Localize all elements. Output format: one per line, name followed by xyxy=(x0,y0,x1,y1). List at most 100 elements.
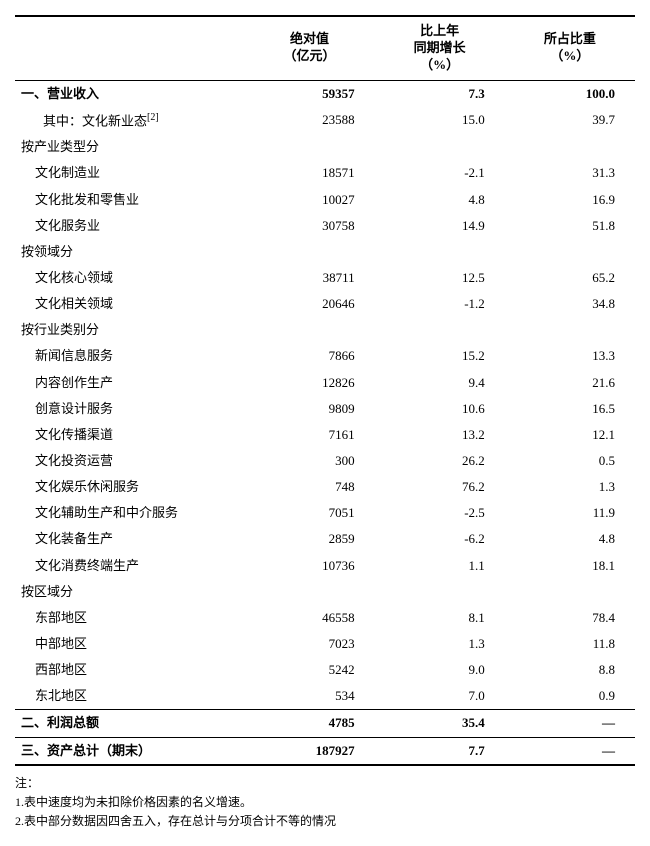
row-value-2: 8.1 xyxy=(375,605,505,631)
row-value-3: 11.9 xyxy=(505,500,635,526)
row-value-2: -6.2 xyxy=(375,526,505,552)
table-row: 文化投资运营30026.20.5 xyxy=(15,448,635,474)
table-row: 文化相关领域20646-1.234.8 xyxy=(15,291,635,317)
row-value-2: 9.0 xyxy=(375,657,505,683)
row-value-3: 34.8 xyxy=(505,291,635,317)
row-value-3: 16.9 xyxy=(505,187,635,213)
header-col1-line1: 绝对值 xyxy=(290,31,329,46)
row-value-2: 76.2 xyxy=(375,474,505,500)
row-value-1: 7161 xyxy=(244,422,374,448)
row-value-3: 13.3 xyxy=(505,343,635,369)
row-value-3 xyxy=(505,134,635,160)
row-value-1: 7051 xyxy=(244,500,374,526)
table-row: 二、利润总额478535.4— xyxy=(15,710,635,737)
row-label: 按产业类型分 xyxy=(15,134,244,160)
table-row: 新闻信息服务786615.213.3 xyxy=(15,343,635,369)
row-value-1: 7023 xyxy=(244,631,374,657)
row-value-1 xyxy=(244,317,374,343)
header-col3-line2: （%） xyxy=(550,48,589,63)
row-value-2 xyxy=(375,134,505,160)
row-value-3: 18.1 xyxy=(505,553,635,579)
table-row: 按行业类别分 xyxy=(15,317,635,343)
row-value-1: 534 xyxy=(244,683,374,710)
table-row: 文化服务业3075814.951.8 xyxy=(15,213,635,239)
row-value-2: 1.1 xyxy=(375,553,505,579)
superscript: [2] xyxy=(147,112,159,123)
header-col3-line1: 所占比重 xyxy=(544,31,596,46)
header-col3: 所占比重 （%） xyxy=(505,16,635,80)
footnotes-label: 注： xyxy=(15,774,635,793)
table-row: 按领域分 xyxy=(15,239,635,265)
table-row: 按区域分 xyxy=(15,579,635,605)
row-value-2: 15.2 xyxy=(375,343,505,369)
table-row: 创意设计服务980910.616.5 xyxy=(15,396,635,422)
row-label: 文化相关领域 xyxy=(15,291,244,317)
row-value-1: 20646 xyxy=(244,291,374,317)
row-value-1: 5242 xyxy=(244,657,374,683)
row-value-1: 23588 xyxy=(244,107,374,134)
row-value-2: 4.8 xyxy=(375,187,505,213)
table-row: 西部地区52429.08.8 xyxy=(15,657,635,683)
row-label: 按行业类别分 xyxy=(15,317,244,343)
table-row: 内容创作生产128269.421.6 xyxy=(15,370,635,396)
row-value-3: 1.3 xyxy=(505,474,635,500)
row-value-2: -1.2 xyxy=(375,291,505,317)
row-label: 一、营业收入 xyxy=(15,80,244,107)
row-value-1: 187927 xyxy=(244,737,374,765)
row-label: 其中：文化新业态[2] xyxy=(15,107,244,134)
row-value-3: — xyxy=(505,737,635,765)
row-value-2 xyxy=(375,317,505,343)
table-row: 中部地区70231.311.8 xyxy=(15,631,635,657)
header-col2-line1: 比上年 xyxy=(420,23,459,38)
row-value-2: 10.6 xyxy=(375,396,505,422)
table-row: 文化消费终端生产107361.118.1 xyxy=(15,553,635,579)
row-value-1: 7866 xyxy=(244,343,374,369)
row-label: 文化核心领域 xyxy=(15,265,244,291)
row-label: 文化服务业 xyxy=(15,213,244,239)
row-label: 文化传播渠道 xyxy=(15,422,244,448)
row-label: 按区域分 xyxy=(15,579,244,605)
row-value-3: 31.3 xyxy=(505,160,635,186)
row-value-3: 11.8 xyxy=(505,631,635,657)
footnote-2: 2.表中部分数据因四舍五入，存在总计与分项合计不等的情况 xyxy=(15,812,635,831)
row-label: 西部地区 xyxy=(15,657,244,683)
row-value-1: 9809 xyxy=(244,396,374,422)
table-row: 文化核心领域3871112.565.2 xyxy=(15,265,635,291)
row-value-2: -2.1 xyxy=(375,160,505,186)
table-row: 东北地区5347.00.9 xyxy=(15,683,635,710)
row-value-3 xyxy=(505,579,635,605)
row-value-3: 12.1 xyxy=(505,422,635,448)
row-value-1: 300 xyxy=(244,448,374,474)
row-value-2: 12.5 xyxy=(375,265,505,291)
row-value-2 xyxy=(375,579,505,605)
header-label xyxy=(15,16,244,80)
row-value-1: 18571 xyxy=(244,160,374,186)
row-value-3 xyxy=(505,239,635,265)
header-col1-line2: （亿元） xyxy=(283,48,335,63)
row-value-3 xyxy=(505,317,635,343)
row-value-3: 100.0 xyxy=(505,80,635,107)
header-col2-line3: （%） xyxy=(420,57,459,72)
row-value-3: 0.9 xyxy=(505,683,635,710)
row-value-1: 46558 xyxy=(244,605,374,631)
row-label: 新闻信息服务 xyxy=(15,343,244,369)
data-table: 绝对值 （亿元） 比上年 同期增长 （%） 所占比重 （%） 一、营业收入593… xyxy=(15,15,635,766)
table-row: 文化装备生产2859-6.24.8 xyxy=(15,526,635,552)
row-value-1: 59357 xyxy=(244,80,374,107)
row-label: 创意设计服务 xyxy=(15,396,244,422)
row-value-3: 65.2 xyxy=(505,265,635,291)
row-value-3: 8.8 xyxy=(505,657,635,683)
row-value-2: 7.0 xyxy=(375,683,505,710)
row-value-2: 1.3 xyxy=(375,631,505,657)
row-label: 文化投资运营 xyxy=(15,448,244,474)
row-label: 内容创作生产 xyxy=(15,370,244,396)
row-value-2: 13.2 xyxy=(375,422,505,448)
row-value-2: 9.4 xyxy=(375,370,505,396)
table-row: 文化辅助生产和中介服务7051-2.511.9 xyxy=(15,500,635,526)
row-value-2: 14.9 xyxy=(375,213,505,239)
row-value-3: 21.6 xyxy=(505,370,635,396)
row-value-1: 10027 xyxy=(244,187,374,213)
row-label: 文化装备生产 xyxy=(15,526,244,552)
row-value-3: 39.7 xyxy=(505,107,635,134)
header-col1: 绝对值 （亿元） xyxy=(244,16,374,80)
